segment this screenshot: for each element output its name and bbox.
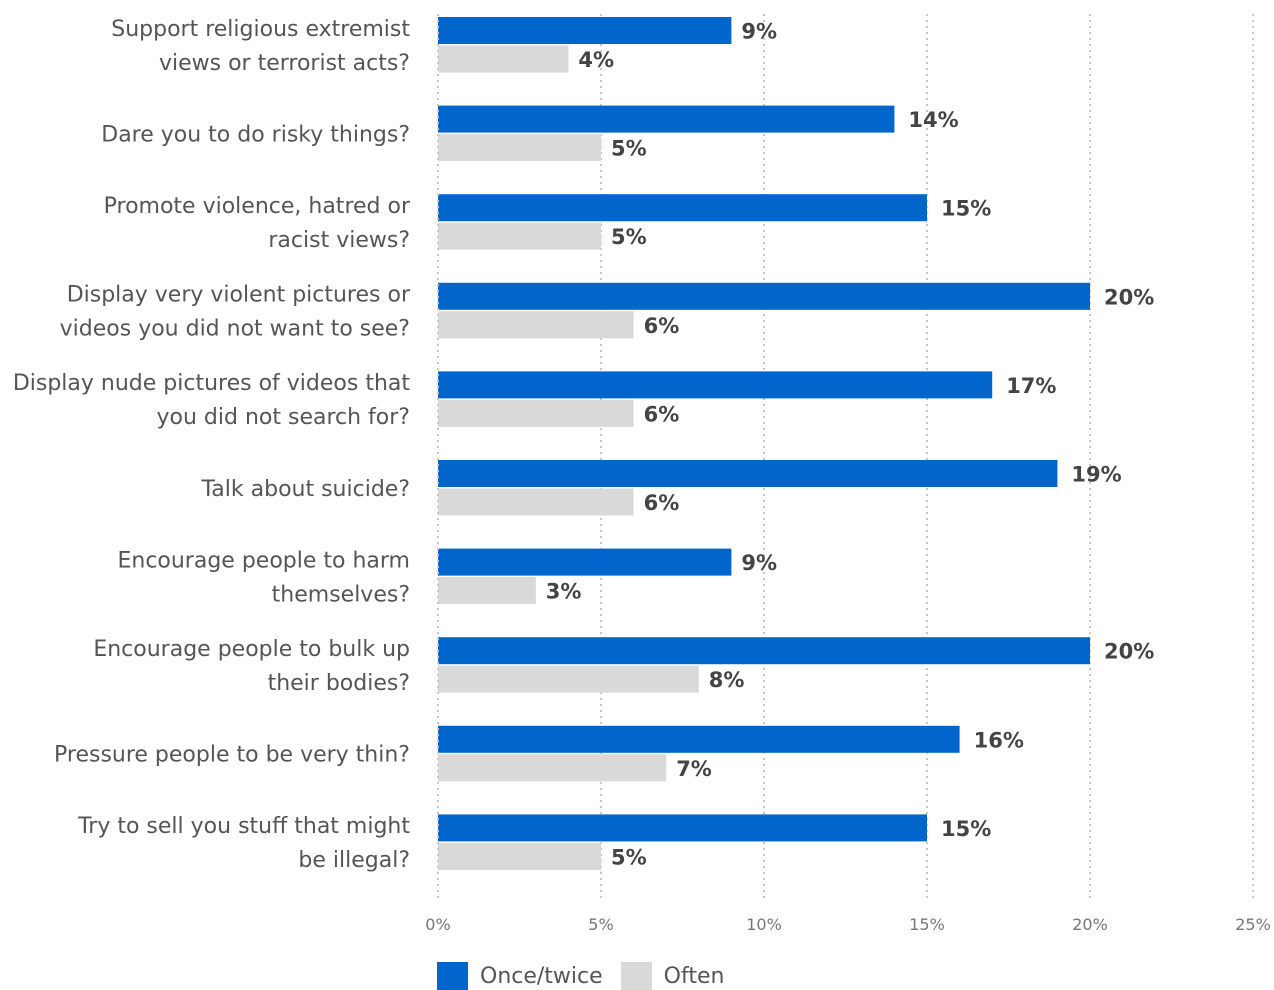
bar-once-twice [438,814,927,842]
legend-label-once-twice: Once/twice [480,963,603,989]
bar-often [438,222,601,250]
legend-label-often: Often [663,963,725,989]
data-label: 16% [974,728,1024,752]
bar-often [438,842,601,870]
bar-once-twice [438,637,1090,665]
x-tick-label: 5% [588,915,613,934]
data-label: 5% [611,845,647,869]
bar-once-twice [438,194,927,222]
category-label: Try to sell you stuff that might be illeg… [77,814,410,873]
bar-often [438,665,699,693]
data-label: 8% [709,668,745,692]
bar-often [438,488,634,516]
x-tick-label: 0% [425,915,450,934]
bar-once-twice [438,548,732,576]
data-label: 9% [741,20,777,44]
data-label: 6% [644,491,680,515]
data-label: 3% [546,580,582,604]
legend-swatch-often [620,962,652,990]
category-label: Pressure people to be very thin? [54,743,410,768]
bar-once-twice [438,105,895,133]
legend-swatch-once-twice [437,962,468,990]
data-label: 20% [1104,285,1154,309]
x-tick-label: 20% [1072,915,1108,934]
bar-often [438,399,634,427]
category-label: Promote violence, hatred or racist views? [104,194,411,253]
category-label: Encourage people to harm themselves? [117,548,410,607]
data-label: 6% [644,402,680,426]
data-label: 15% [941,817,991,841]
category-label: Talk about suicide? [201,477,411,502]
bar-often [438,311,634,339]
data-label: 4% [578,48,614,72]
category-label: Encourage people to bulk up their bodies? [93,637,410,696]
data-label: 20% [1104,640,1154,664]
bar-often [438,45,569,73]
data-label: 7% [676,757,712,781]
bar-often [438,754,667,782]
category-label: Support religious extremist views or terr… [111,17,410,76]
legend-item-often: Often [620,962,725,990]
x-tick-label: 15% [909,915,945,934]
legend: Once/twice Often [437,962,742,990]
bar-once-twice [438,725,960,753]
bar-once-twice [438,460,1058,487]
x-tick-label: 10% [746,915,782,934]
x-tick-label: 25% [1235,915,1271,934]
bar-often [438,134,601,162]
data-label: 5% [611,225,647,249]
data-label: 17% [1006,374,1056,398]
legend-item-once-twice: Once/twice [437,962,603,990]
data-label: 15% [941,197,991,221]
data-label: 6% [644,314,680,338]
category-label: Display very violent pictures or videos y… [60,283,411,342]
category-label: Display nude pictures of videos that you … [13,371,411,430]
data-label: 9% [741,551,777,575]
bar-often [438,577,536,605]
bar-once-twice [438,371,993,399]
bar-once-twice [438,17,732,44]
data-label: 5% [611,137,647,161]
category-label: Dare you to do risky things? [101,122,410,147]
data-label: 14% [908,108,958,132]
bar-once-twice [438,282,1090,310]
data-label: 19% [1071,463,1121,487]
